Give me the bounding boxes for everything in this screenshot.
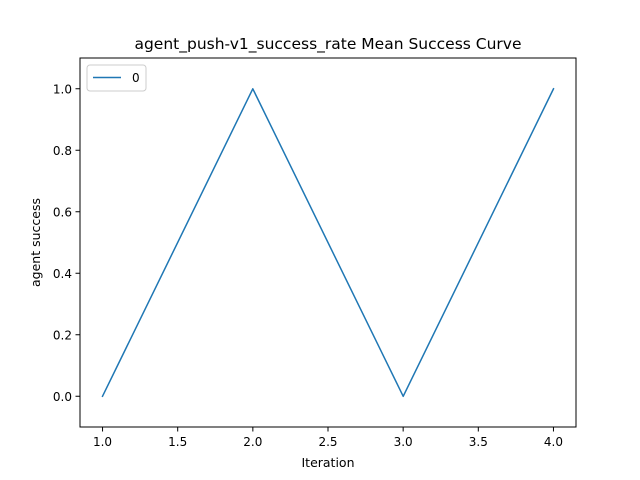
x-tick-label: 3.0 [394, 435, 413, 449]
x-tick-label: 2.0 [243, 435, 262, 449]
x-axis-label: Iteration [301, 455, 354, 470]
y-tick-label: 0.2 [53, 328, 72, 342]
plot-frame [79, 57, 577, 428]
x-tick-label: 1.0 [93, 435, 112, 449]
y-axis-label: agent success [28, 198, 43, 287]
x-tick-label: 4.0 [544, 435, 563, 449]
chart-title: agent_push-v1_success_rate Mean Success … [134, 35, 521, 54]
legend: 0 [86, 64, 147, 92]
y-tick-label: 0.0 [53, 390, 72, 404]
x-axis-ticks: 1.0 1.5 2.0 2.5 3.0 3.5 4.0 [93, 427, 563, 449]
x-tick-label: 1.5 [168, 435, 187, 449]
y-tick-label: 0.4 [53, 267, 72, 281]
y-axis-ticks: 0.0 0.2 0.4 0.6 0.8 1.0 [53, 82, 80, 404]
y-tick-label: 0.8 [53, 144, 72, 158]
x-tick-label: 2.5 [318, 435, 337, 449]
y-tick-label: 1.0 [53, 82, 72, 96]
series-layer [101, 87, 555, 398]
series-line-0 [101, 87, 555, 398]
x-tick-label: 3.5 [469, 435, 488, 449]
legend-label: 0 [132, 71, 140, 85]
y-tick-label: 0.6 [53, 205, 72, 219]
